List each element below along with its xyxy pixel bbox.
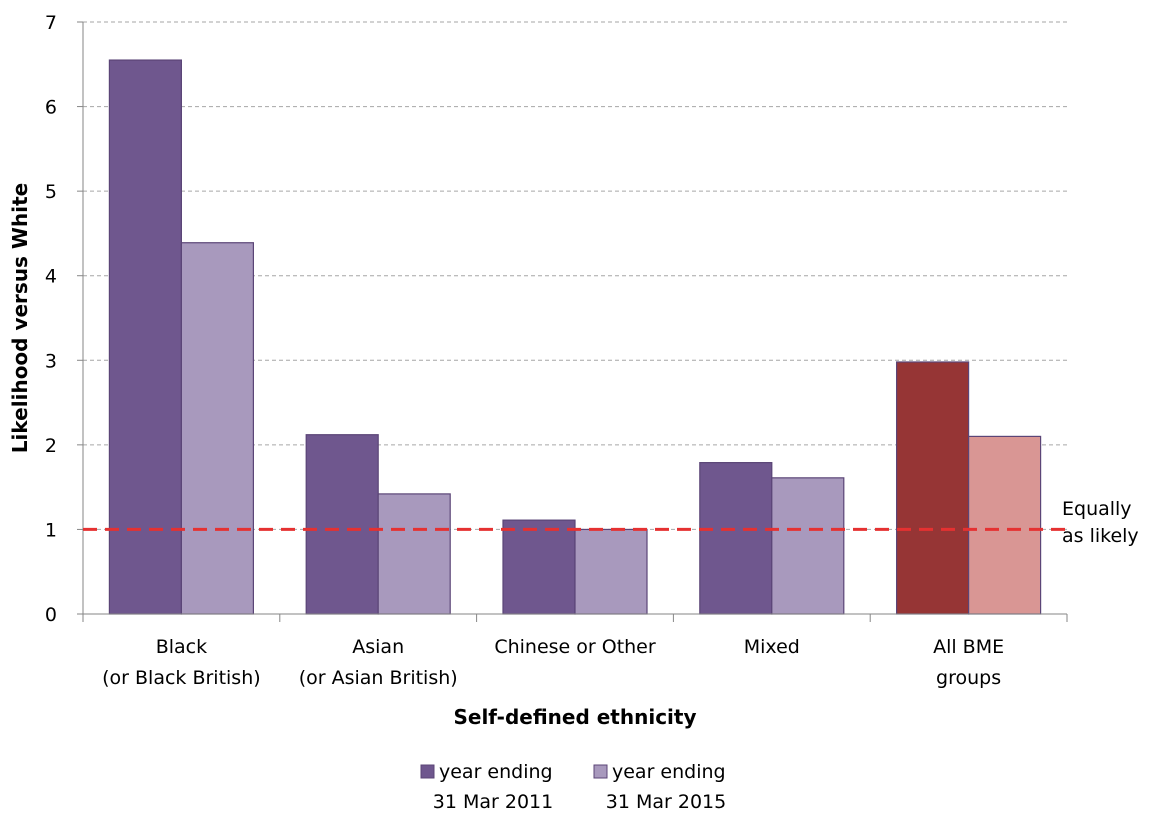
- bar: [377, 493, 451, 615]
- y-tick-label: 7: [45, 12, 57, 34]
- labels: 0 1 2 3 4 5 6 7 Equally as likely Black (or Black B…: [8, 12, 1139, 729]
- bar: [108, 59, 183, 615]
- bar: [574, 528, 648, 615]
- x-tick-label: Mixed: [744, 636, 800, 658]
- legend: year ending 31 Mar 2011 year ending 31 Mar …: [420, 761, 726, 813]
- x-tick-label: Chinese or Other: [494, 636, 656, 658]
- bar: [967, 435, 1042, 615]
- x-tick-label: Black: [156, 636, 207, 658]
- bar: [771, 477, 845, 615]
- bar: [895, 361, 970, 615]
- axes: [77, 21, 1068, 622]
- y-tick-label: 3: [45, 350, 57, 372]
- legend-swatch: [593, 764, 608, 779]
- bar: [699, 462, 773, 615]
- bar: [305, 434, 379, 615]
- reference-line-label: Equally: [1062, 498, 1132, 520]
- x-tick-label: (or Asian British): [299, 667, 458, 689]
- y-tick-label: 1: [45, 519, 57, 541]
- legend-swatch: [420, 764, 435, 779]
- x-axis-title: Self-defined ethnicity: [453, 705, 696, 729]
- x-tick-label: groups: [936, 667, 1001, 689]
- legend-label: year ending: [612, 761, 726, 783]
- legend-label: 31 Mar 2011: [433, 791, 553, 813]
- x-tick-label: All BME: [933, 636, 1004, 658]
- legend-label: 31 Mar 2015: [606, 791, 726, 813]
- x-tick-label: Asian: [352, 636, 404, 658]
- bars: [108, 59, 1042, 615]
- y-tick-label: 2: [45, 435, 57, 457]
- y-tick-label: 0: [45, 604, 57, 626]
- y-axis-title: Likelihood versus White: [8, 183, 32, 453]
- y-tick-label: 4: [45, 266, 57, 288]
- x-tick-label: (or Black British): [102, 667, 261, 689]
- bar: [502, 519, 576, 615]
- legend-label: year ending: [439, 761, 553, 783]
- y-tick-label: 5: [45, 181, 57, 203]
- bar: [180, 242, 254, 615]
- reference-line-label: as likely: [1062, 525, 1139, 547]
- y-tick-label: 6: [45, 97, 57, 119]
